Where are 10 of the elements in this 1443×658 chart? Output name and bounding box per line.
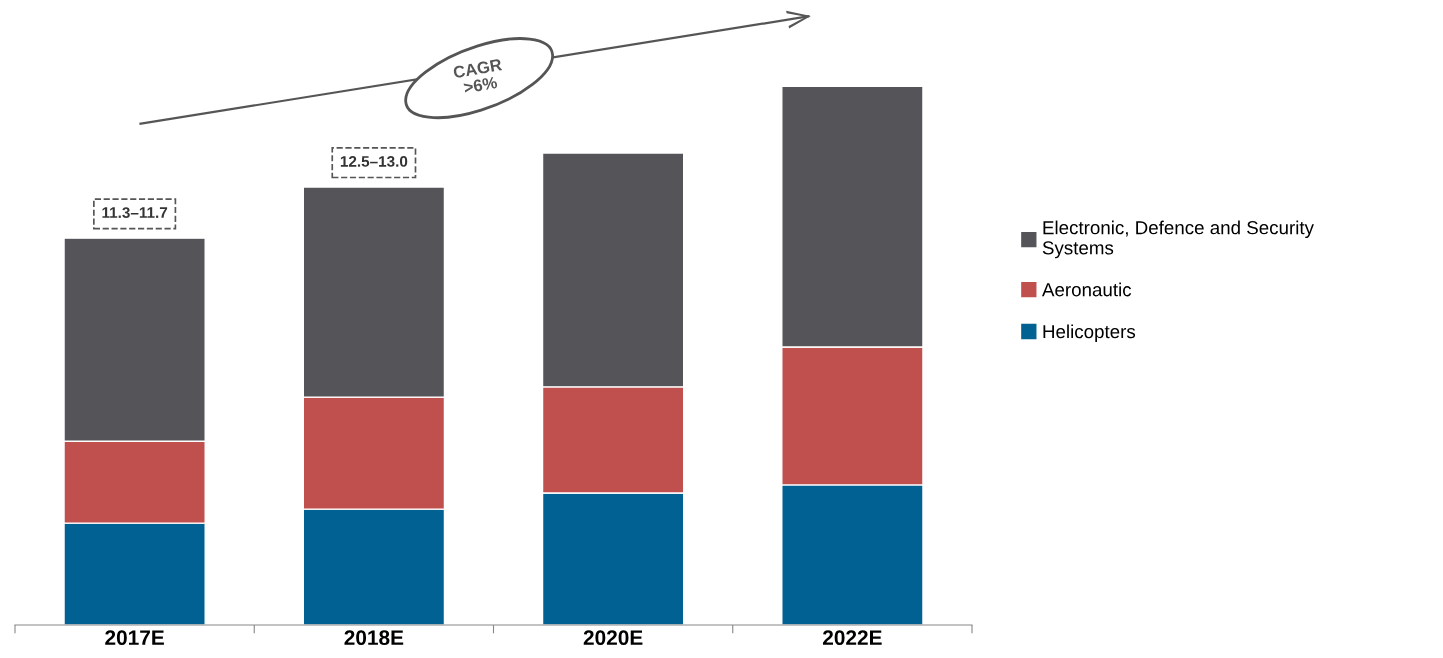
annotation: 12.5–13.0	[340, 156, 408, 167]
legend-label: Aeronautic	[1042, 282, 1132, 297]
legend-label: Electronic, Defence and Security Systems	[1042, 220, 1314, 259]
x-tick-label: 2018E	[344, 630, 404, 646]
annotation: 11.3–11.7	[102, 207, 168, 219]
x-tick-label: 2017E	[105, 630, 164, 646]
annotation: CAGR >6%	[452, 58, 503, 94]
x-tick-label: 2022E	[822, 630, 882, 646]
x-tick-label: 2020E	[583, 630, 643, 646]
legend-label: Helicopters	[1043, 324, 1136, 342]
